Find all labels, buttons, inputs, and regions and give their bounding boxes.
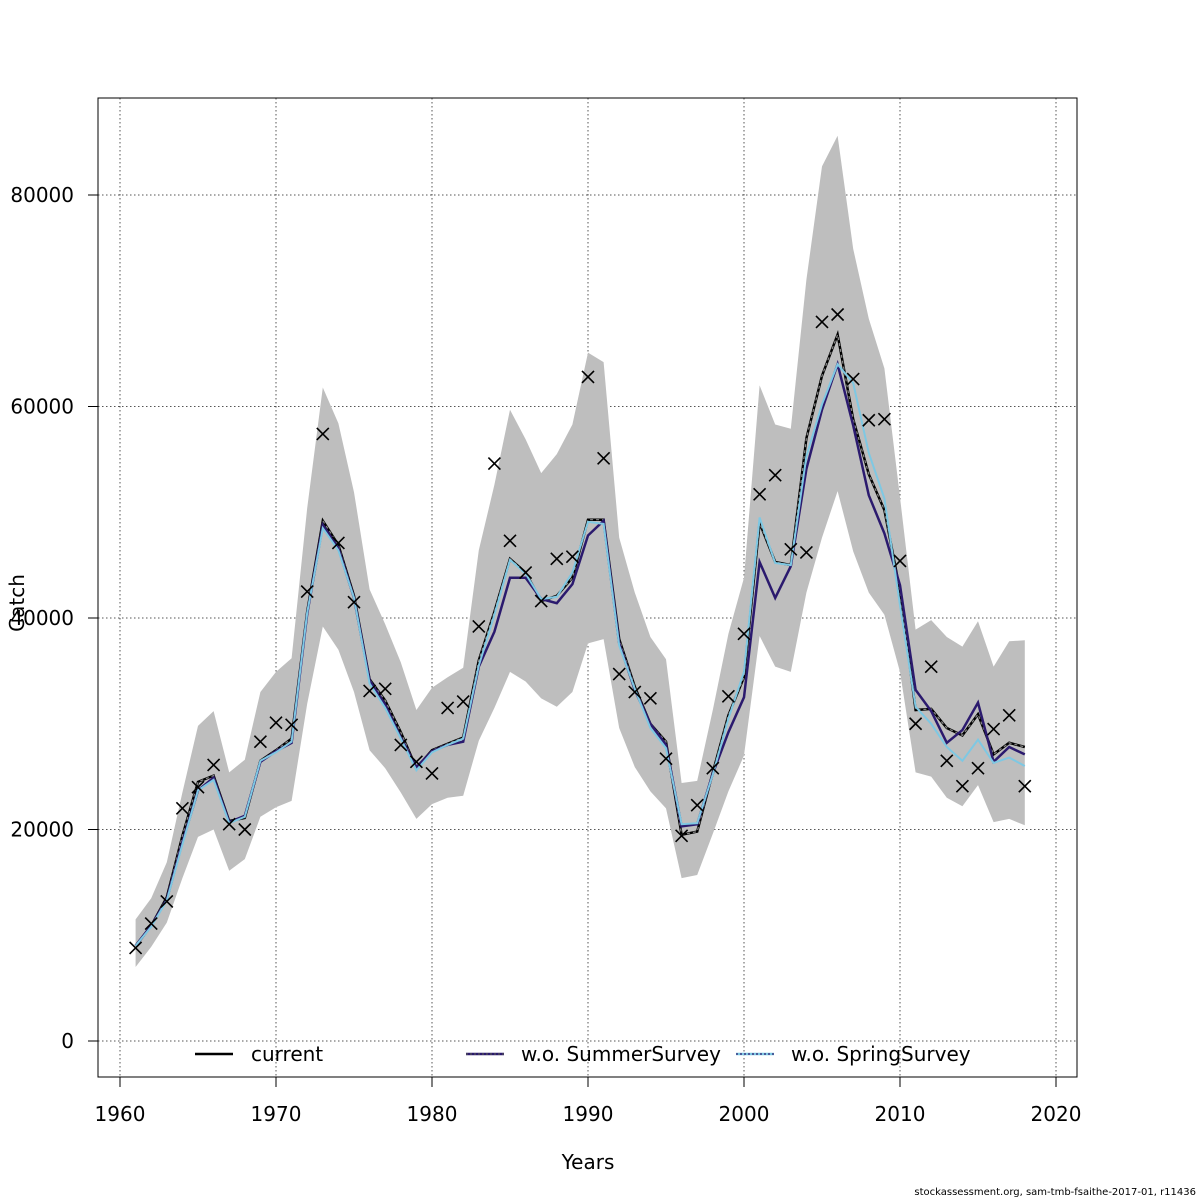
observation-point xyxy=(487,457,501,471)
observation-point xyxy=(846,372,860,386)
observation-point xyxy=(207,758,221,772)
y-tick-label: 60000 xyxy=(10,395,74,419)
observation-point xyxy=(862,413,876,427)
observation-point xyxy=(300,584,314,599)
observation-point xyxy=(831,307,845,322)
observation-point xyxy=(909,717,923,731)
x-tick-label: 1990 xyxy=(563,1102,614,1126)
observation-point xyxy=(737,627,751,641)
observation-point xyxy=(971,761,985,775)
observation-point xyxy=(175,801,189,815)
observation-point xyxy=(565,550,579,564)
observation-point xyxy=(675,829,689,843)
observation-point xyxy=(269,716,283,730)
observation-point xyxy=(253,735,267,749)
observation-point xyxy=(456,694,470,709)
x-tick-label: 2010 xyxy=(875,1102,926,1126)
observation-point xyxy=(331,536,345,550)
observation-point xyxy=(1018,779,1032,793)
observation-point xyxy=(222,817,236,831)
observation-point xyxy=(815,315,829,329)
legend: current w.o. SummerSurvey w.o. SpringSurve… xyxy=(195,1042,971,1066)
legend-label: w.o. SummerSurvey xyxy=(521,1042,721,1066)
observation-point xyxy=(877,412,891,426)
observation-point xyxy=(534,594,548,608)
legend-label: w.o. SpringSurvey xyxy=(791,1042,971,1066)
y-tick-label: 0 xyxy=(61,1029,74,1053)
y-tick-label: 20000 xyxy=(10,818,74,842)
observation-point xyxy=(721,689,735,703)
observation-point xyxy=(628,685,642,699)
observation-point xyxy=(316,427,330,441)
observation-point xyxy=(285,718,299,732)
legend-label: current xyxy=(251,1042,323,1066)
observation-point xyxy=(581,370,595,384)
observation-point xyxy=(753,487,767,501)
observation-point xyxy=(347,595,361,609)
x-tick-label: 2020 xyxy=(1031,1102,1082,1126)
observation-point xyxy=(924,660,938,674)
observation-point xyxy=(394,738,408,752)
observation-point xyxy=(597,451,611,465)
observation-point xyxy=(940,754,954,768)
x-tick-label: 1960 xyxy=(95,1102,146,1126)
series-line-2 xyxy=(134,362,1026,947)
observation-point xyxy=(238,822,252,837)
observation-point xyxy=(160,894,174,908)
observation-point xyxy=(690,798,704,812)
observation-point xyxy=(1002,708,1016,722)
x-tick-label: 1970 xyxy=(251,1102,302,1126)
y-axis: 0 20000 40000 60000 80000 xyxy=(10,183,99,1053)
observation-point xyxy=(893,554,907,568)
observation-point xyxy=(503,534,517,548)
observation-point xyxy=(441,701,455,715)
x-axis: 1960 1970 1980 1990 2000 2010 2020 xyxy=(95,1076,1082,1126)
observation-point xyxy=(191,780,205,794)
observation-point xyxy=(659,752,673,766)
x-axis-title: Years xyxy=(561,1150,615,1174)
y-tick-label: 40000 xyxy=(10,606,74,630)
series-lines xyxy=(134,329,1026,947)
observation-point xyxy=(612,667,626,681)
observation-point xyxy=(987,722,1001,736)
observation-point xyxy=(519,565,533,580)
observation-point xyxy=(955,779,969,793)
x-tick-label: 1980 xyxy=(407,1102,458,1126)
y-tick-label: 80000 xyxy=(10,183,74,207)
observation-point xyxy=(550,552,564,566)
footer-credit: stockassessment.org, sam-tmb-fsaithe-201… xyxy=(914,1187,1196,1198)
observation-point xyxy=(144,917,158,931)
observation-point xyxy=(706,761,720,775)
observation-point xyxy=(472,619,486,634)
observation-markers xyxy=(129,307,1032,955)
observation-point xyxy=(799,545,813,560)
observation-point xyxy=(409,755,423,769)
y-axis-title: Catch xyxy=(5,574,29,632)
observation-point xyxy=(363,684,377,698)
observation-point xyxy=(378,682,392,696)
observation-point xyxy=(129,941,143,955)
observation-point xyxy=(768,468,782,482)
x-tick-label: 2000 xyxy=(719,1102,770,1126)
observation-point xyxy=(425,766,439,781)
observation-point xyxy=(784,542,798,556)
observation-point xyxy=(643,691,657,705)
